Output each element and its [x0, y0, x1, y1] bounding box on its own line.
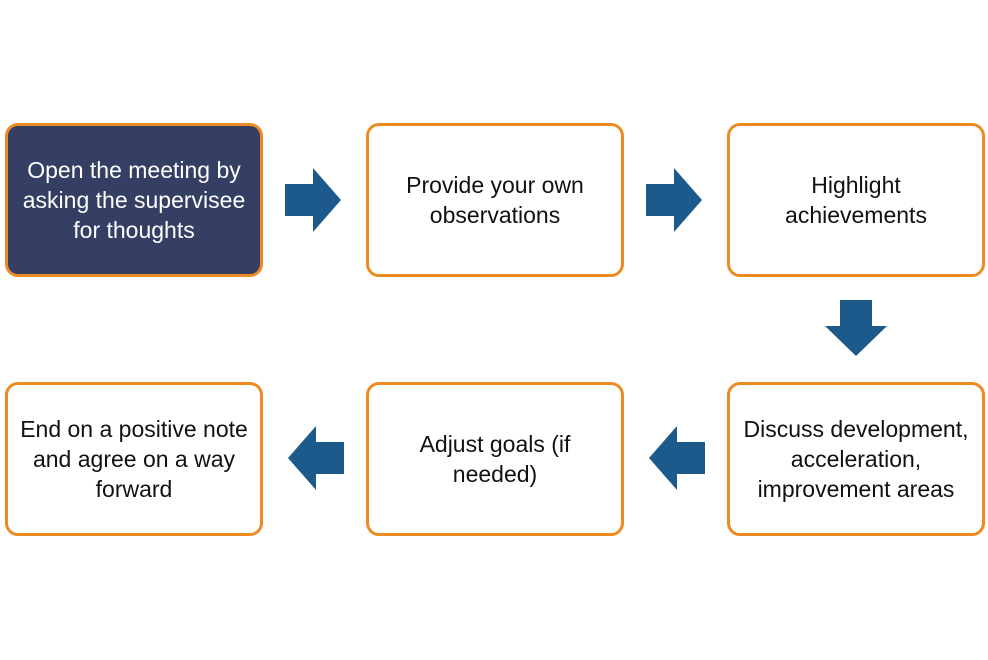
step-open-meeting: Open the meeting by asking the supervise… — [5, 123, 263, 277]
step-adjust-goals: Adjust goals (if needed) — [366, 382, 624, 536]
step-highlight-achievements: Highlight achievements — [727, 123, 985, 277]
arrow-right-icon — [285, 168, 341, 232]
step-provide-observations-text: Provide your own observations — [406, 172, 584, 228]
arrow-left-icon — [288, 426, 344, 490]
step-end-positive: End on a positive note and agree on a wa… — [5, 382, 263, 536]
step-adjust-goals-text: Adjust goals (if needed) — [419, 431, 571, 487]
step-discuss-development: Discuss development, acceleration, impro… — [727, 382, 985, 536]
step-provide-observations: Provide your own observations — [366, 123, 624, 277]
arrow-left-icon — [649, 426, 705, 490]
step-open-meeting-text: Open the meeting by asking the supervise… — [22, 157, 246, 243]
arrow-right-icon — [646, 168, 702, 232]
step-discuss-development-text: Discuss development, acceleration, impro… — [743, 416, 969, 502]
arrow-down-icon — [825, 300, 887, 356]
step-end-positive-text: End on a positive note and agree on a wa… — [20, 416, 248, 502]
step-highlight-achievements-text: Highlight achievements — [785, 172, 927, 228]
